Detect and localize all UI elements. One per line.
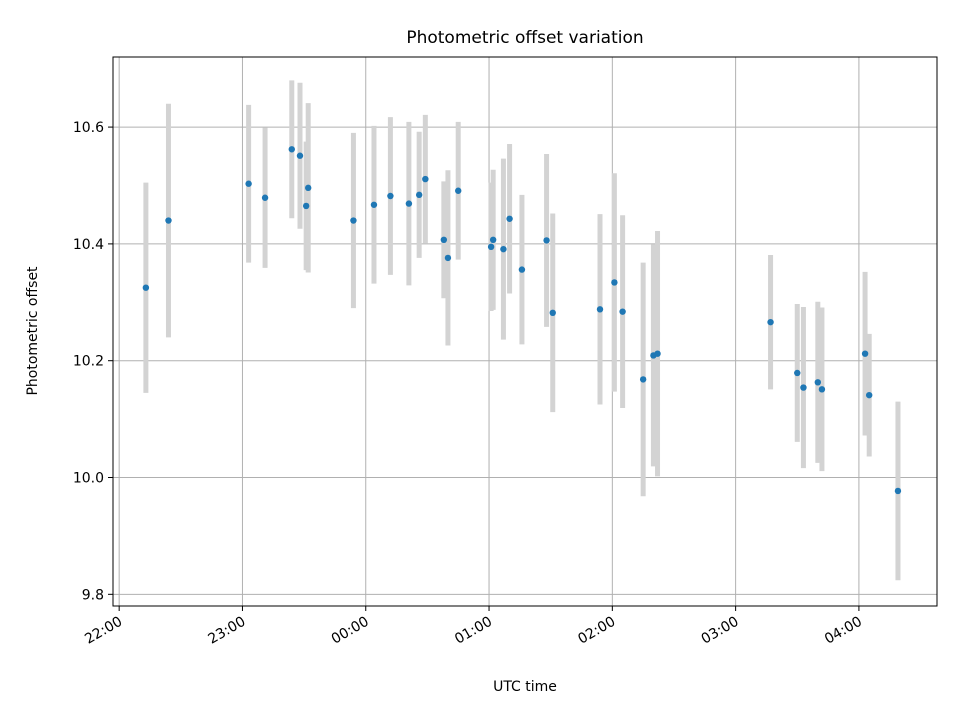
x-tick-label: 02:00 [575,614,618,648]
x-tick-label: 03:00 [699,614,742,648]
data-point [596,306,604,313]
x-tick-label: 01:00 [452,614,495,648]
data-point [543,237,550,244]
y-tick-label: 10.2 [73,354,104,370]
data-point [142,284,150,291]
data-point [165,217,172,224]
data-point [818,386,826,393]
plot-frame [112,56,938,607]
data-point [794,369,801,377]
data-point [814,379,822,386]
data-point [500,245,507,253]
y-tick-label: 9.8 [82,587,104,603]
data-point [489,236,497,244]
y-tick-label: 10.4 [73,237,104,253]
data-point [296,152,304,159]
data-point [865,391,873,399]
data-point [518,266,526,273]
data-point [415,191,423,199]
data-point [861,350,869,357]
x-tick-label: 00:00 [329,614,372,648]
data-point [350,217,357,224]
y-axis-label: Photometric offset [25,266,41,396]
data-point [800,384,807,391]
x-tick-label: 23:00 [206,614,249,648]
x-axis-ticks: 22:00 23:00 00:00 01:00 02:00 03:00 04:00 [82,606,865,648]
data-point [619,308,626,315]
data-point [549,309,556,317]
data-point [245,180,252,187]
data-point [611,279,618,286]
error-bars [143,80,901,581]
data-points [142,146,902,495]
x-axis-label: UTC time [493,679,557,695]
x-tick-label: 04:00 [822,614,865,648]
data-point [444,254,452,262]
data-point [305,184,312,192]
data-point [487,243,495,251]
data-point [894,487,902,495]
data-point [288,146,295,153]
data-point [405,200,413,207]
y-tick-label: 10.0 [73,471,104,487]
data-point [639,376,647,383]
data-point [302,202,310,210]
data-point [370,201,378,208]
data-point [455,187,462,194]
data-point [440,236,448,244]
data-point [422,175,429,183]
y-tick-label: 10.6 [73,120,104,136]
chart-title: Photometric offset variation [406,28,643,48]
data-point [387,192,394,200]
data-point [767,318,774,326]
y-axis-ticks: 9.8 10.0 10.2 10.4 10.6 [73,120,113,603]
x-tick-label: 22:00 [82,614,125,648]
data-point [261,194,269,201]
grid [113,57,937,606]
data-point [654,350,661,357]
data-point [506,215,513,222]
